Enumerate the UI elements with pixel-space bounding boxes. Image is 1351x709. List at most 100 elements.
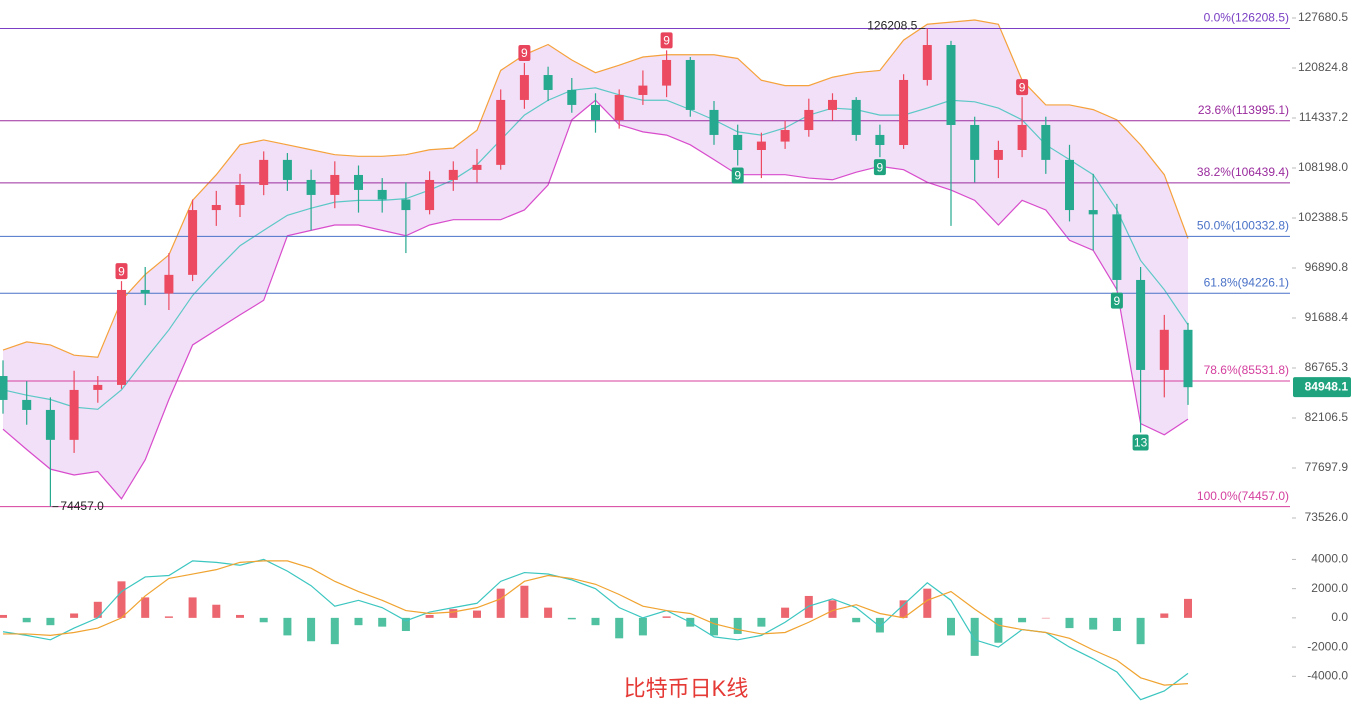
macd-bar: [93, 601, 102, 618]
macd-bar: [638, 617, 647, 636]
macd-bar: [899, 600, 908, 618]
candle-body: [282, 159, 292, 180]
extreme-label: 74457.0: [60, 499, 104, 513]
macd-bar: [757, 617, 766, 627]
macd-bar: [1112, 617, 1121, 632]
macd-bar: [1136, 617, 1145, 645]
candle-body: [1041, 124, 1051, 160]
candle-body: [638, 85, 648, 95]
macd-bar: [473, 610, 481, 618]
td-marker-label: 9: [734, 169, 741, 183]
macd-bar: [875, 617, 884, 633]
macd-bar: [212, 604, 221, 618]
candle-body: [117, 289, 126, 385]
candle-body: [1088, 210, 1098, 215]
macd-bar: [259, 617, 268, 623]
macd-bar: [236, 614, 244, 618]
candle-body: [69, 389, 79, 440]
fib-label: 38.2%(106439.4): [1197, 165, 1289, 179]
candle-body: [591, 104, 600, 121]
macd-bar: [117, 581, 126, 618]
y-tick-label: 82106.5: [1305, 410, 1349, 424]
td-marker: [873, 159, 886, 176]
candle-body: [377, 189, 387, 200]
candle-body: [401, 199, 411, 211]
candle-body: [93, 384, 103, 390]
macd-bar: [0, 614, 7, 618]
macd-bar: [425, 614, 434, 618]
candle-body: [709, 109, 719, 135]
td-marker: [1132, 434, 1149, 451]
band-middle: [2, 87, 1189, 410]
candle-body: [685, 59, 695, 110]
macd-bar: [496, 588, 505, 618]
candle-body: [780, 130, 790, 142]
fib-label: 23.6%(113995.1): [1198, 103, 1289, 117]
macd-bar: [804, 595, 813, 618]
y-tick-label: 102388.5: [1298, 210, 1348, 224]
candle-body: [922, 45, 932, 80]
macd-bar: [994, 617, 1003, 643]
macd-bar: [378, 617, 387, 627]
macd-bar: [330, 617, 339, 645]
candle-body: [188, 210, 198, 275]
candle-body: [899, 79, 909, 146]
candle-body: [946, 45, 956, 125]
candle-body: [828, 99, 837, 110]
candle-body: [45, 409, 55, 440]
y-tick-label: 86765.3: [1305, 360, 1349, 374]
candle-body: [1017, 124, 1027, 150]
macd-bar: [354, 617, 363, 626]
candle-body: [306, 179, 316, 195]
y-tick-label: 73526.0: [1305, 510, 1349, 524]
candle-body: [1159, 329, 1169, 370]
candle-body: [259, 159, 269, 185]
chart-title: 比特币日K线: [624, 676, 749, 701]
macd-bar: [283, 617, 292, 636]
candle-body: [756, 141, 766, 150]
candle-body: [733, 134, 743, 150]
candle-body: [448, 169, 458, 180]
td-marker: [731, 167, 744, 184]
macd-bar: [307, 617, 316, 642]
fib-label: 0.0%(126208.5): [1204, 11, 1289, 25]
candle-body: [519, 75, 529, 100]
macd-bar: [1018, 617, 1027, 623]
candle-body: [970, 124, 980, 160]
y-tick-label: 120824.8: [1298, 60, 1348, 74]
last-price-box: [1293, 377, 1351, 398]
candle-body: [330, 174, 340, 195]
candle-body: [1112, 214, 1122, 280]
macd-bar: [662, 616, 671, 618]
candle-body: [1065, 159, 1074, 211]
y-tick-label: 108198.0: [1298, 160, 1348, 174]
candle-body: [662, 59, 672, 86]
fib-label: 78.6%(85531.8): [1204, 363, 1289, 377]
td-marker: [660, 32, 673, 49]
y-tick-label: -4000.0: [1307, 668, 1348, 682]
macd-bar: [1041, 617, 1050, 619]
candle-body: [851, 99, 861, 135]
td-marker-label: 13: [1134, 436, 1148, 450]
macd-bar: [401, 617, 410, 632]
macd-bar: [544, 607, 553, 618]
td-marker-label: 9: [118, 264, 125, 278]
candle-body: [614, 94, 624, 121]
macd-bar: [1065, 617, 1074, 629]
candle-body: [1136, 279, 1146, 370]
y-tick-label: 77697.9: [1305, 460, 1349, 474]
macd-bar: [710, 617, 718, 636]
macd-bar: [852, 617, 861, 623]
macd-bar: [970, 617, 979, 656]
y-tick-label: 2000.0: [1311, 581, 1348, 595]
candle-body: [235, 184, 245, 205]
y-tick-label: 127680.5: [1298, 10, 1348, 24]
candle-body: [875, 134, 885, 146]
macd-bar: [22, 617, 31, 623]
td-marker-label: 9: [1019, 80, 1026, 94]
candle-body: [496, 99, 506, 165]
macd-bar: [1089, 617, 1098, 630]
macd-bar: [70, 613, 79, 618]
